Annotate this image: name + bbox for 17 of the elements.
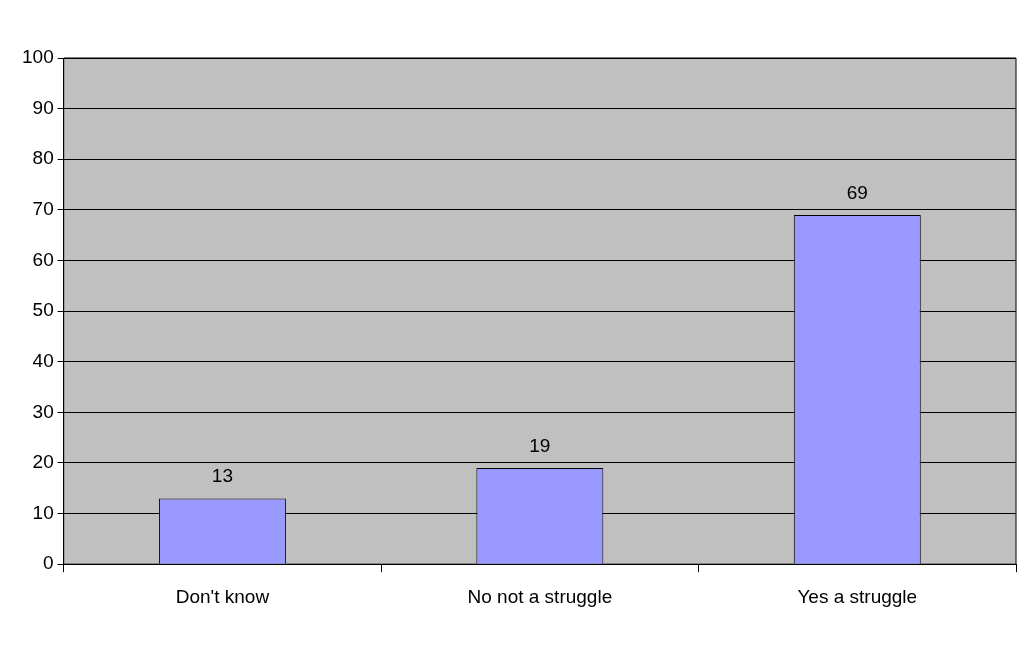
- x-tick-label: No not a struggle: [467, 585, 613, 607]
- data-label: 19: [529, 434, 551, 456]
- y-tick-label: 100: [22, 46, 54, 68]
- y-tick-label: 80: [32, 147, 54, 169]
- y-tick-label: 10: [32, 501, 54, 523]
- y-tick-label: 20: [32, 451, 54, 473]
- y-tick-label: 30: [32, 400, 54, 422]
- data-label: 13: [211, 465, 233, 487]
- x-tick-label: Yes a struggle: [797, 585, 918, 607]
- y-tick-label: 40: [32, 349, 54, 371]
- y-tick-label: 50: [32, 299, 54, 321]
- data-label: 69: [846, 181, 868, 203]
- x-tick-label: Don't know: [175, 585, 270, 607]
- y-tick-label: 90: [32, 96, 54, 118]
- y-tick-label: 70: [32, 198, 54, 220]
- y-tick-label: 0: [43, 552, 54, 574]
- y-tick-label: 60: [32, 248, 54, 270]
